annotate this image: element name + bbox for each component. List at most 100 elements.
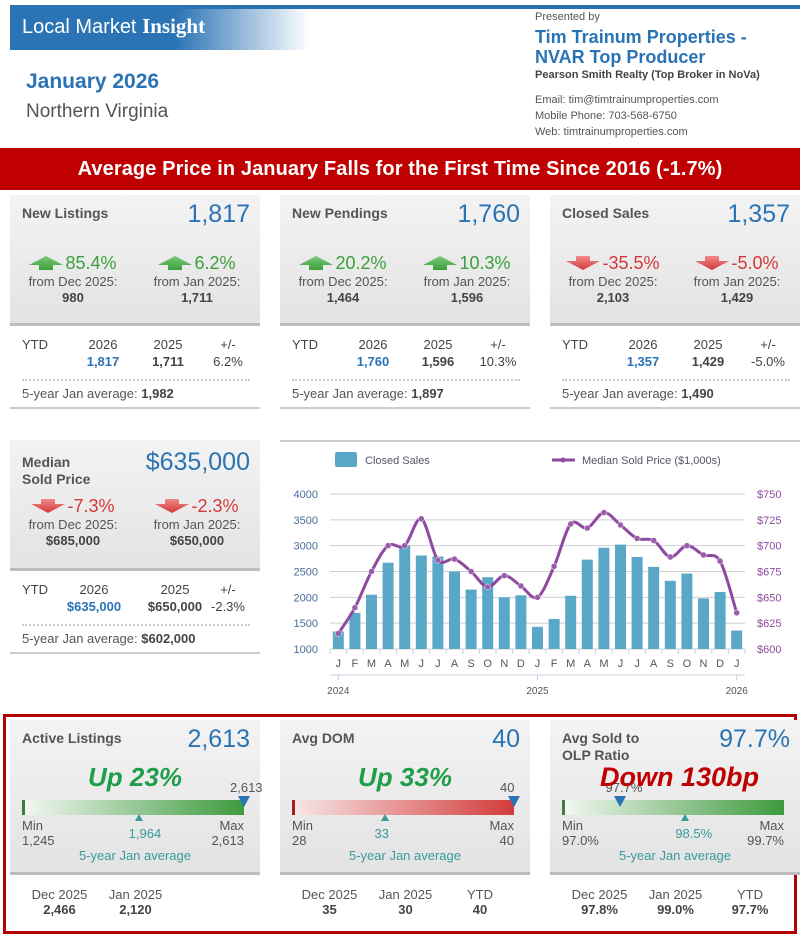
point-median-price bbox=[550, 563, 558, 570]
ytd-label: YTD bbox=[562, 337, 588, 352]
x-tick-label: M bbox=[400, 658, 409, 670]
bar-closed-sales bbox=[598, 547, 610, 649]
gauge-summary: Avg Sold to OLP Ratio 97.7% 97.7% Down 13… bbox=[550, 720, 800, 875]
point-median-price bbox=[534, 594, 541, 601]
footer-stat-value: 99.0% bbox=[657, 902, 694, 917]
contact-web[interactable]: Web: timtrainumproperties.com bbox=[535, 126, 688, 138]
x-tick-label: J bbox=[618, 658, 624, 670]
stat-card: Median Sold Price $635,000 -7.3% from Dec… bbox=[10, 440, 260, 654]
bar-closed-sales bbox=[382, 562, 394, 649]
gauge-card: Avg DOM 40 40 Up 33% Min 28 33 Max 40 5-ye… bbox=[280, 720, 530, 933]
bar-closed-sales bbox=[399, 545, 411, 649]
x-tick-label: J bbox=[435, 658, 441, 670]
brand-bar bbox=[10, 5, 310, 50]
ytd-year: 2026 bbox=[79, 582, 109, 597]
y-tick-right: $725 bbox=[757, 515, 781, 527]
card-title: Avg Sold to OLP Ratio bbox=[562, 730, 639, 764]
y-tick-left: 2500 bbox=[294, 567, 318, 579]
card-value: 40 bbox=[492, 725, 520, 753]
point-median-price bbox=[700, 551, 707, 559]
gauge-summary: Avg DOM 40 40 Up 33% Min 28 33 Max 40 5-ye… bbox=[280, 720, 530, 875]
gauge-average-value: 33 bbox=[374, 826, 389, 841]
change-pct: 6.2% bbox=[138, 253, 256, 274]
change-pct: 20.2% bbox=[284, 253, 402, 274]
point-median-price bbox=[617, 521, 624, 529]
gauge-max: Max 2,613 bbox=[211, 818, 244, 848]
gauge-footer-stat: Dec 2025 2,466 bbox=[22, 887, 97, 917]
bar-closed-sales bbox=[498, 597, 510, 649]
bar-closed-sales bbox=[415, 555, 427, 649]
contact-email[interactable]: Email: tim@timtrainumproperties.com bbox=[535, 94, 719, 106]
x-tick-label: D bbox=[517, 658, 525, 670]
gauge-current-label: 40 bbox=[500, 780, 515, 795]
ytd-change: +/- 6.2% bbox=[204, 336, 252, 370]
x-tick-label: O bbox=[683, 658, 692, 670]
bar-closed-sales bbox=[548, 619, 560, 649]
change-pct-value: -5.0% bbox=[731, 253, 779, 273]
min-label: Min bbox=[22, 818, 43, 833]
bar-closed-sales bbox=[432, 556, 444, 649]
x-tick-label: J bbox=[634, 658, 640, 670]
average-marker-icon bbox=[134, 814, 143, 821]
ytd-change: +/- -2.3% bbox=[204, 581, 252, 615]
legend-label: Closed Sales bbox=[365, 455, 430, 467]
point-median-price bbox=[600, 509, 608, 516]
gauge-footer-stat: Jan 2025 99.0% bbox=[638, 887, 713, 917]
bar-closed-sales bbox=[615, 544, 626, 649]
contact-phone[interactable]: Mobile Phone: 703-568-6750 bbox=[535, 110, 677, 122]
change-pct-value: 10.3% bbox=[459, 253, 511, 273]
five-year-average: 5-year Jan average: 1,490 bbox=[562, 386, 714, 401]
point-median-price bbox=[584, 524, 591, 532]
y-tick-right: $700 bbox=[757, 541, 781, 553]
brand-title: Local Market Insight bbox=[22, 14, 205, 39]
x-tick-label: A bbox=[650, 658, 658, 670]
card-title: New Pendings bbox=[292, 205, 388, 221]
card-summary: New Listings 1,817 85.4% from Dec 2025: … bbox=[10, 195, 260, 326]
five-year-average: 5-year Jan average: 1,897 bbox=[292, 386, 444, 401]
footer-stat-label: YTD bbox=[737, 887, 763, 902]
card-summary: Median Sold Price $635,000 -7.3% from Dec… bbox=[10, 440, 260, 571]
x-tick-label: J bbox=[419, 658, 425, 670]
footer-stat-value: 2,466 bbox=[43, 902, 76, 917]
gauge-footer-stat: YTD 97.7% bbox=[720, 887, 780, 917]
card-bottom-rule bbox=[10, 407, 260, 409]
dotted-divider bbox=[292, 379, 520, 381]
gauge-average-label: 5-year Jan average bbox=[348, 848, 461, 863]
min-value: 1,245 bbox=[22, 833, 55, 848]
card-title: Avg DOM bbox=[292, 730, 355, 746]
brand-light: Local Market bbox=[22, 16, 143, 38]
change-pct-value: 20.2% bbox=[335, 253, 387, 273]
max-value: 99.7% bbox=[747, 833, 784, 848]
bar-closed-sales bbox=[631, 557, 643, 649]
five-year-average: 5-year Jan average: 1,982 bbox=[22, 386, 174, 401]
card-title: New Listings bbox=[22, 205, 109, 221]
dotted-divider bbox=[22, 379, 250, 381]
bar-closed-sales bbox=[515, 595, 527, 649]
point-median-price bbox=[335, 630, 342, 637]
y-tick-right: $625 bbox=[757, 618, 781, 630]
min-value: 97.0% bbox=[562, 833, 599, 848]
x-tick-label: A bbox=[584, 658, 592, 670]
point-median-price bbox=[650, 537, 657, 544]
point-median-price bbox=[434, 556, 442, 564]
change-from-value: $650,000 bbox=[169, 533, 225, 548]
ytd-pm-label: +/- bbox=[220, 337, 236, 352]
min-label: Min bbox=[562, 818, 583, 833]
x-tick-label: M bbox=[367, 658, 376, 670]
ytd-year: 2026 bbox=[628, 337, 658, 352]
point-median-price bbox=[451, 555, 458, 563]
ytd-pm-value: -5.0% bbox=[751, 354, 785, 369]
change-from-value: 1,596 bbox=[450, 290, 484, 305]
ytd-value: $635,000 bbox=[66, 599, 122, 614]
down-arrow-icon bbox=[695, 256, 730, 270]
avg5-value: $602,000 bbox=[141, 631, 196, 646]
line-median-price bbox=[337, 511, 739, 635]
agent-name: Tim Trainum Properties - NVAR Top Produc… bbox=[535, 27, 747, 67]
change-vs-prev-month: -7.3% from Dec 2025: $685,000 bbox=[14, 496, 132, 548]
bar-closed-sales bbox=[332, 631, 344, 649]
card-value: 97.7% bbox=[719, 725, 790, 753]
point-median-price bbox=[517, 582, 525, 590]
ytd-pm-value: 6.2% bbox=[213, 354, 243, 369]
point-median-price bbox=[716, 557, 724, 565]
card-title: Active Listings bbox=[22, 730, 122, 746]
